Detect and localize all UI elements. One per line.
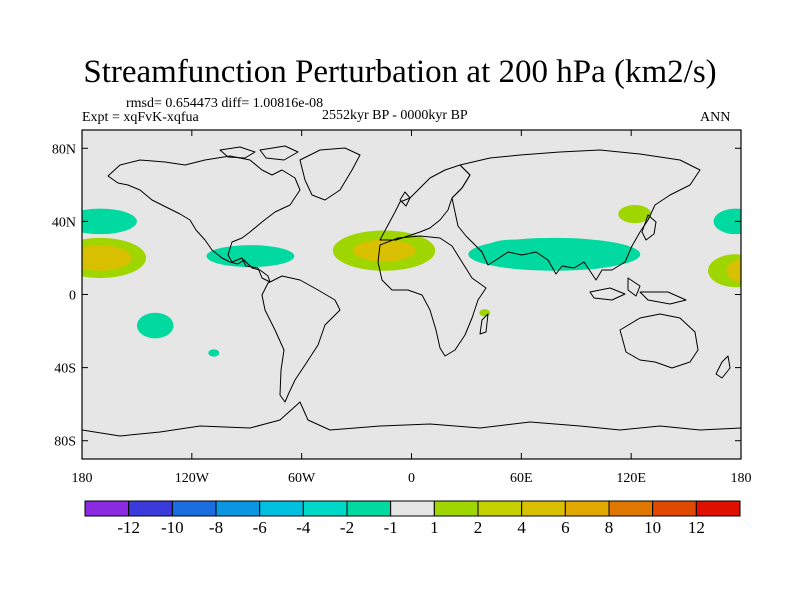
anomaly-pacific-positive-core: [82, 245, 132, 271]
lat-tick-label: 40N: [52, 215, 76, 230]
coast-arctic-islands: [219, 145, 299, 161]
lat-tick-label: 0: [69, 289, 76, 304]
stats-label: rmsd= 0.654473 diff= 1.00816e-08: [126, 96, 324, 111]
coastline-layer: [82, 145, 741, 437]
coast-north-america: [107, 155, 301, 283]
page-title: Streamfunction Perturbation at 200 hPa (…: [83, 54, 717, 90]
coast-madagascar: [479, 313, 489, 335]
colorbar-label: 6: [561, 518, 570, 537]
colorbar-swatch: [608, 500, 654, 517]
colorbar-swatch: [171, 500, 217, 517]
colorbar-label: 10: [644, 518, 661, 537]
colorbar-swatch: [302, 500, 348, 517]
anomaly-west-pacific-negative: [713, 208, 741, 235]
colorbar-label: 4: [517, 518, 526, 537]
anomaly-asia-negative-west: [482, 239, 542, 262]
colorbar-swatch: [652, 500, 697, 517]
colorbar-label: -1: [384, 518, 398, 537]
lon-tick-label: 180: [731, 471, 752, 486]
colorbar-label: -12: [117, 518, 140, 537]
colorbar-swatch: [346, 500, 392, 517]
coast-africa: [377, 235, 487, 357]
lon-tick-label: 120W: [175, 471, 210, 486]
colorbar-swatch: [433, 500, 479, 517]
coast-asia: [451, 149, 701, 281]
anomaly-layer: [82, 204, 741, 357]
colorbar-swatch: [259, 500, 304, 517]
colorbar-swatch: [521, 500, 566, 517]
coast-japan: [641, 214, 657, 241]
axis-ticks: 80N 40N 0 40S 80S 180 120W 60W 0 60E 120E 180: [52, 130, 752, 486]
colorbar-swatch: [390, 500, 435, 517]
colorbar-label: 12: [688, 518, 705, 537]
colorbar-label: 8: [605, 518, 614, 537]
colorbar-label: -2: [340, 518, 354, 537]
lat-tick-label: 40S: [54, 362, 76, 377]
coast-greenland: [299, 147, 361, 201]
lon-tick-label: 60W: [288, 471, 316, 486]
lon-tick-label: 60E: [510, 471, 533, 486]
coast-australia: [619, 313, 699, 369]
lon-tick-label: 120E: [616, 471, 646, 486]
coast-antarctica: [82, 401, 741, 437]
colorbar-swatch: [477, 500, 523, 517]
lat-tick-label: 80N: [52, 142, 76, 157]
coast-se-asia-islands: [589, 277, 687, 305]
experiment-label: Expt = xqFvK-xqfua: [82, 110, 199, 125]
colorbar-swatch: [215, 500, 261, 517]
colorbar-label: 2: [474, 518, 483, 537]
coast-uk: [399, 191, 411, 207]
anomaly-north-pacific-negative-west: [82, 208, 137, 235]
anomaly-east-asia-positive: [618, 204, 652, 224]
colorbar-label: -10: [161, 518, 184, 537]
anomaly-south-pacific-small-negative: [208, 349, 220, 357]
lon-tick-label: 0: [408, 471, 415, 486]
lon-tick-label: 180: [72, 471, 93, 486]
colorbar-swatch: [84, 500, 130, 517]
colorbar-swatch: [128, 500, 173, 517]
coast-south-america: [261, 275, 341, 403]
coast-new-zealand: [715, 355, 731, 379]
anomaly-south-pacific-negative: [136, 312, 174, 339]
anomaly-sahara-positive-core: [352, 239, 416, 262]
colorbar-swatch: [564, 500, 610, 517]
colorbar-label: -8: [209, 518, 223, 537]
colorbar-swatch: [695, 500, 741, 517]
colorbar-label: -4: [296, 518, 311, 537]
period-label: 2552kyr BP - 0000kyr BP: [322, 108, 468, 123]
map-background: [82, 130, 741, 459]
season-label: ANN: [700, 110, 731, 125]
colorbar-label: -6: [253, 518, 267, 537]
lat-tick-label: 80S: [54, 435, 76, 450]
colorbar-label: 1: [430, 518, 439, 537]
anomaly-west-pacific-positive-core: [726, 259, 741, 282]
